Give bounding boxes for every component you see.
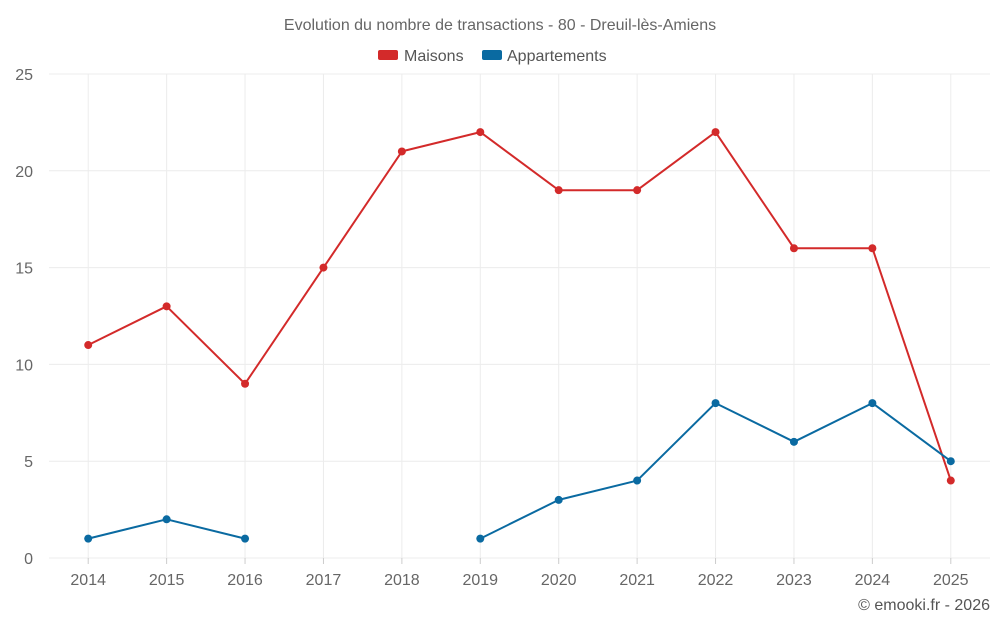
y-axis: 0 5 10 15 20 25: [15, 67, 33, 568]
data-point-maisons[interactable]: [84, 341, 93, 350]
data-point-appartements[interactable]: [789, 437, 798, 446]
data-point-maisons[interactable]: [711, 128, 720, 137]
data-point-maisons[interactable]: [554, 186, 563, 195]
x-tick-label: 2024: [855, 572, 891, 589]
series-line-maisons: [87, 131, 952, 481]
legend-swatch-maisons: [378, 50, 398, 60]
data-point-maisons[interactable]: [162, 302, 171, 311]
legend-swatch-appartements: [482, 50, 502, 60]
data-point-maisons[interactable]: [946, 476, 955, 485]
x-tick-label: 2016: [227, 572, 263, 589]
legend-label-appartements[interactable]: Appartements: [507, 48, 607, 65]
data-point-appartements[interactable]: [84, 534, 93, 543]
data-point-maisons[interactable]: [789, 244, 798, 253]
chart-title: Evolution du nombre de transactions - 80…: [284, 17, 716, 34]
x-tick-label: 2022: [698, 572, 734, 589]
data-point-maisons[interactable]: [633, 186, 642, 195]
data-point-appartements[interactable]: [946, 457, 955, 466]
x-tick-label: 2017: [306, 572, 342, 589]
legend-label-maisons[interactable]: Maisons: [404, 48, 464, 65]
data-point-maisons[interactable]: [319, 263, 328, 272]
data-point-appartements[interactable]: [162, 515, 171, 524]
y-tick-label: 20: [15, 164, 33, 181]
data-point-appartements[interactable]: [711, 399, 720, 408]
x-tick-label: 2018: [384, 572, 420, 589]
data-point-appartements[interactable]: [554, 495, 563, 504]
data-point-maisons[interactable]: [397, 147, 406, 156]
x-tick-label: 2025: [933, 572, 969, 589]
y-tick-label: 10: [15, 357, 33, 374]
x-tick-label: 2014: [70, 572, 106, 589]
y-tick-label: 15: [15, 261, 33, 278]
x-tick-label: 2015: [149, 572, 185, 589]
data-point-maisons[interactable]: [476, 128, 485, 137]
grid: [49, 73, 990, 559]
legend: Maisons Appartements: [378, 48, 607, 65]
series-appartements: [84, 399, 955, 543]
data-point-appartements[interactable]: [633, 476, 642, 485]
series-group: [84, 128, 955, 543]
data-point-appartements[interactable]: [476, 534, 485, 543]
x-tick-label: 2021: [619, 572, 655, 589]
y-tick-label: 0: [24, 551, 33, 568]
x-tick-label: 2023: [776, 572, 812, 589]
series-maisons: [84, 128, 955, 485]
data-point-appartements[interactable]: [241, 534, 250, 543]
data-point-appartements[interactable]: [868, 399, 877, 408]
data-point-maisons[interactable]: [868, 244, 877, 253]
y-tick-label: 5: [24, 454, 33, 471]
y-tick-label: 25: [15, 67, 33, 84]
data-point-maisons[interactable]: [241, 379, 250, 388]
x-axis: 2014 2015 2016 2017 2018 2019 2020 2021 2022 2023…: [70, 558, 969, 589]
x-tick-label: 2019: [462, 572, 498, 589]
x-tick-label: 2020: [541, 572, 577, 589]
credit-text: © emooki.fr - 2026: [858, 597, 990, 614]
